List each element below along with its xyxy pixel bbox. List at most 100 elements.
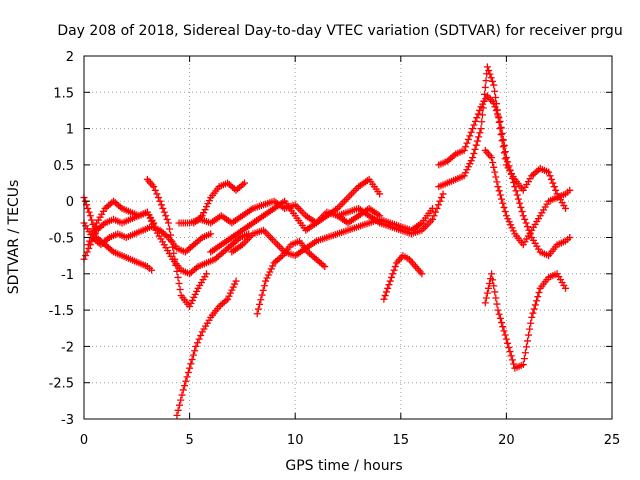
data-point: [259, 286, 267, 294]
data-point: [229, 283, 237, 291]
series-arc-17: [481, 270, 570, 372]
series-arc-14: [435, 92, 574, 260]
data-point: [519, 361, 527, 369]
data-point: [264, 271, 272, 279]
data-point: [562, 204, 570, 212]
x-tick-label: 20: [498, 433, 515, 448]
data-point: [460, 146, 468, 154]
data-point: [267, 265, 275, 273]
data-point: [475, 133, 483, 141]
data-point: [477, 125, 485, 133]
data-point: [525, 331, 533, 339]
data-point: [479, 104, 487, 112]
data-point: [178, 391, 186, 399]
data-point: [192, 342, 200, 350]
grid-lines: [84, 56, 612, 419]
data-point: [504, 215, 512, 223]
x-axis-label: GPS time / hours: [285, 458, 402, 474]
y-axis-label: SDTVAR / TECUs: [6, 180, 22, 295]
data-point: [489, 158, 497, 166]
data-point: [552, 186, 560, 194]
data-point: [528, 313, 536, 321]
data-point: [507, 221, 515, 229]
data-point: [464, 163, 472, 171]
data-point: [182, 377, 190, 385]
data-point: [201, 206, 209, 214]
data-point: [488, 270, 496, 278]
series-arc-7: [190, 179, 249, 227]
data-point: [179, 386, 187, 394]
data-point: [462, 143, 470, 151]
data-point: [86, 212, 94, 220]
data-point: [509, 227, 517, 235]
data-point: [174, 406, 182, 414]
data-point: [224, 295, 232, 303]
data-point: [462, 169, 470, 177]
data-point: [507, 352, 515, 360]
data-point: [269, 262, 277, 270]
data-point: [202, 203, 210, 211]
data-point: [241, 179, 249, 187]
data-point: [190, 293, 198, 301]
data-point: [478, 118, 486, 126]
data-point: [470, 121, 478, 129]
data-point: [545, 168, 553, 176]
data-point: [148, 266, 156, 274]
data-point: [153, 190, 161, 198]
data-point: [164, 219, 172, 227]
data-point: [150, 183, 158, 191]
y-tick-label: -0.5: [49, 232, 74, 247]
data-point: [193, 287, 201, 295]
data-point: [533, 297, 541, 305]
data-point: [263, 274, 271, 282]
data-point: [529, 309, 537, 317]
data-point: [499, 143, 507, 151]
data-point: [376, 190, 384, 198]
data-point: [253, 310, 261, 318]
data-point: [473, 114, 481, 122]
data-point: [486, 279, 494, 287]
data-point: [501, 148, 509, 156]
data-point: [506, 348, 514, 356]
y-tick-label: 1.5: [53, 86, 74, 101]
data-point: [492, 100, 500, 108]
data-point: [467, 157, 475, 165]
data-point: [518, 208, 526, 216]
data-point: [175, 401, 183, 409]
data-point: [504, 339, 512, 347]
x-tick-label: 10: [287, 433, 304, 448]
series-arc-16: [481, 146, 574, 249]
data-point: [496, 314, 504, 322]
data-point: [472, 141, 480, 149]
series-arc-10: [228, 204, 436, 260]
data-point: [505, 218, 513, 226]
data-point: [146, 214, 154, 222]
data-point: [498, 195, 506, 203]
y-tick-label: -2.5: [49, 377, 74, 392]
data-point: [484, 284, 492, 292]
series-arc-15: [435, 63, 570, 212]
series-arc-5: [143, 175, 210, 310]
data-point: [430, 212, 438, 220]
data-point: [438, 194, 446, 202]
data-point: [86, 237, 94, 245]
data-point: [513, 191, 521, 199]
data-point: [385, 281, 393, 289]
data-point: [473, 137, 481, 145]
data-point: [490, 81, 498, 89]
data-point: [85, 208, 93, 216]
data-point: [391, 263, 399, 271]
data-point: [530, 305, 538, 313]
data-point: [194, 339, 202, 347]
data-point: [467, 128, 475, 136]
data-point: [151, 186, 159, 194]
data-point: [496, 125, 504, 133]
data-point: [262, 277, 270, 285]
data-point: [522, 219, 530, 227]
data-point: [177, 396, 185, 404]
data-point: [492, 93, 500, 101]
data-point: [514, 195, 522, 203]
data-point: [469, 154, 477, 162]
x-tick-label: 5: [185, 433, 193, 448]
